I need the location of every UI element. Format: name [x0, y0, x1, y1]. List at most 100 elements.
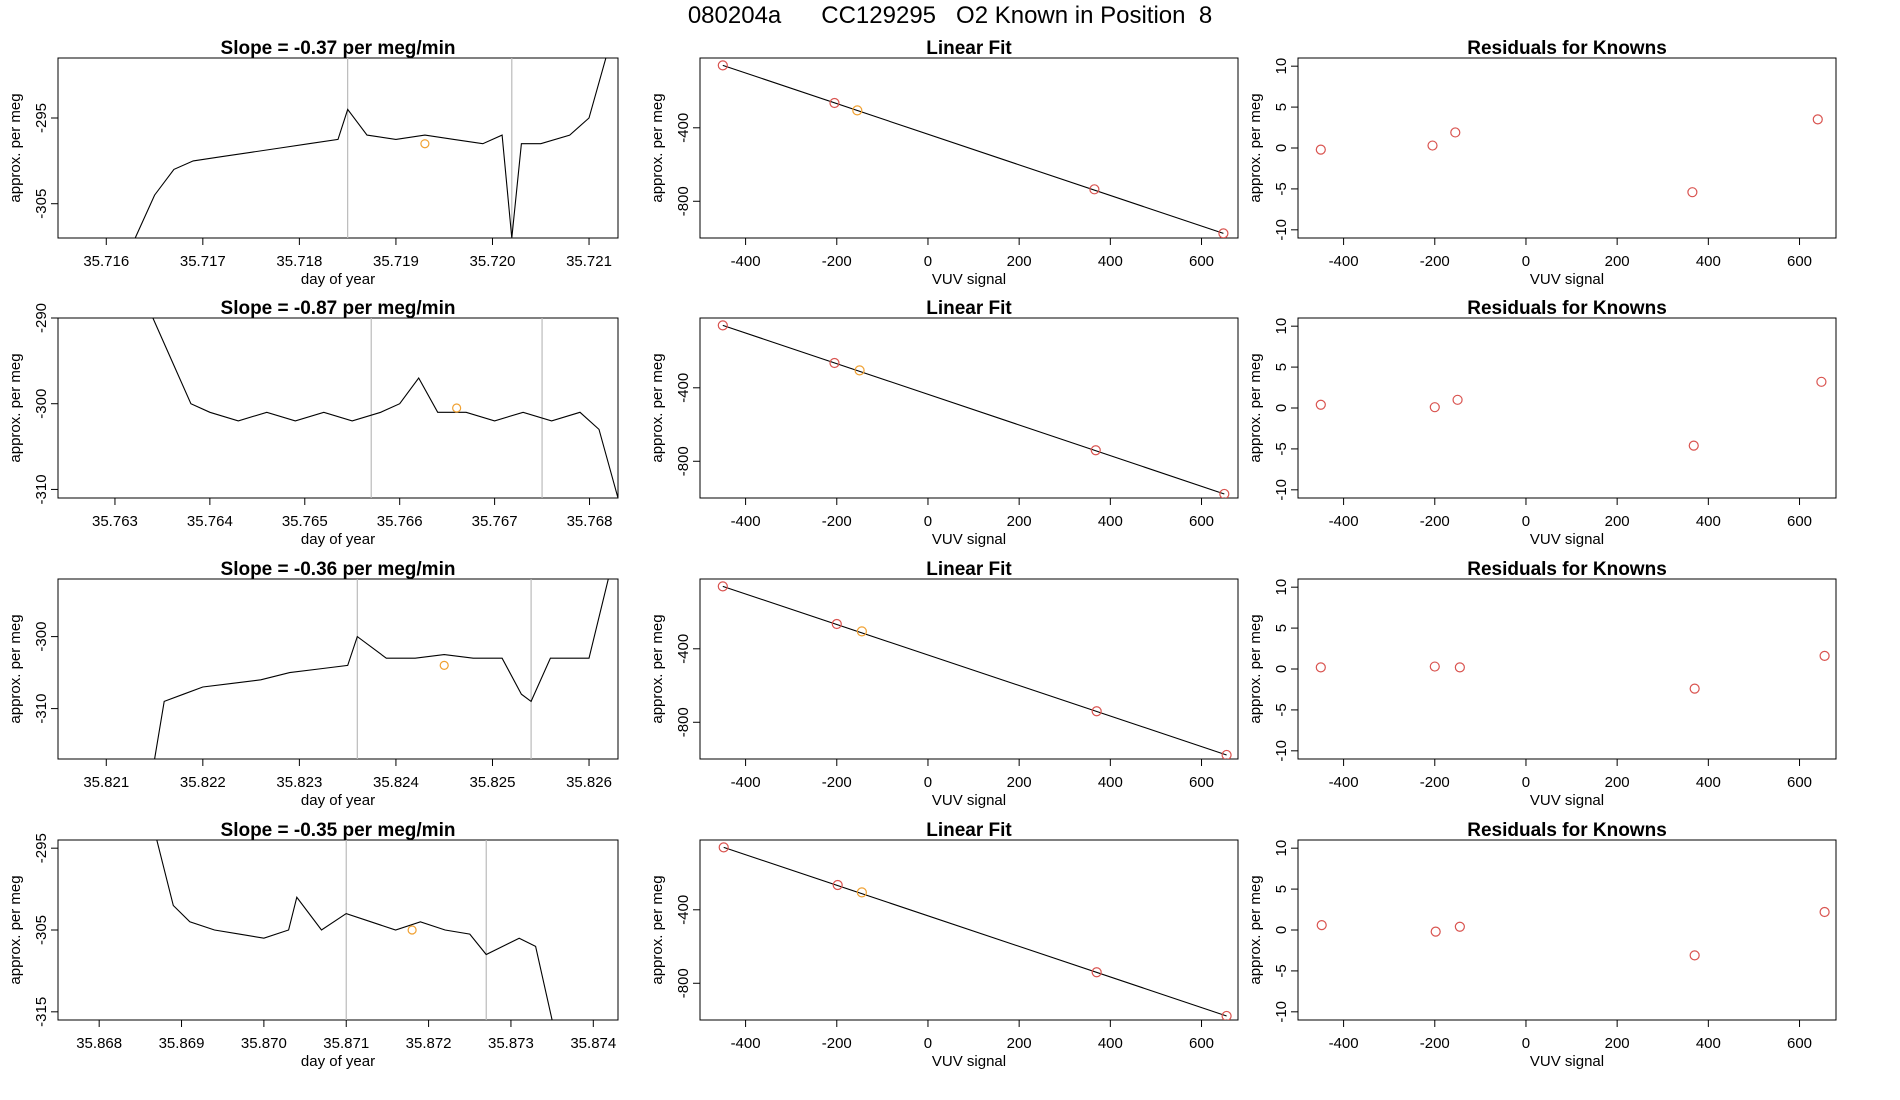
x-tick-label: 35.716 — [83, 253, 129, 270]
plot-frame — [1297, 57, 1837, 239]
panel-title: Residuals for Knowns — [1467, 559, 1667, 580]
x-tick-label: 600 — [1189, 774, 1214, 791]
data-point — [1450, 127, 1461, 138]
x-tick-label: 35.719 — [373, 253, 419, 270]
x-tick-label: 400 — [1696, 253, 1721, 270]
plot-area — [1315, 376, 1827, 451]
y-axis-label: approx. per meg — [7, 93, 24, 202]
y-tick-label: -10 — [1273, 1001, 1290, 1023]
y-tick-label: 10 — [1273, 58, 1290, 75]
y-tick-label: 10 — [1273, 840, 1290, 857]
x-tick-label: 35.826 — [566, 774, 612, 791]
data-point — [1221, 749, 1232, 759]
x-tick-label: 400 — [1098, 513, 1123, 530]
x-tick-label: 200 — [1007, 774, 1032, 791]
y-axis-label: approx. per meg — [1247, 875, 1264, 984]
x-tick-label: 35.717 — [180, 253, 226, 270]
data-point — [1452, 394, 1463, 405]
panel-title: Linear Fit — [926, 38, 1012, 59]
x-tick-label: 35.873 — [488, 1035, 534, 1052]
x-tick-label: -200 — [1420, 253, 1450, 270]
y-axis-label: approx. per meg — [649, 353, 666, 462]
x-tick-label: 35.821 — [83, 774, 129, 791]
x-axis-label: VUV signal — [1530, 531, 1604, 548]
x-tick-label: 35.768 — [567, 513, 613, 530]
x-tick-label: -200 — [822, 774, 852, 791]
x-tick-label: 35.766 — [377, 513, 423, 530]
panel-1-3: Residuals for Knowns -400 -200 0 200 400 600 10… — [1247, 38, 1837, 288]
x-tick-label: -400 — [731, 513, 761, 530]
y-tick-label: -10 — [1273, 219, 1290, 241]
data-point — [829, 357, 840, 369]
panel-1-2: Linear Fit -400 -200 0 200 400 600 -400 -800 VUV … — [649, 38, 1239, 288]
y-tick-label: -800 — [675, 707, 692, 737]
mean-marker — [407, 925, 417, 935]
panel-title: Residuals for Knowns — [1467, 820, 1667, 841]
x-tick-label: -400 — [731, 774, 761, 791]
x-tick-label: -200 — [1420, 513, 1450, 530]
x-tick-label: 35.765 — [282, 513, 328, 530]
x-tick-label: 35.872 — [406, 1035, 452, 1052]
x-tick-label: 35.763 — [92, 513, 138, 530]
x-tick-label: 200 — [1605, 1035, 1630, 1052]
y-tick-label: 0 — [1273, 926, 1290, 934]
x-axis-label: VUV signal — [1530, 271, 1604, 288]
panel-1-1: Slope = -0.37 per meg/min 35.716 35.717 35.… — [7, 38, 619, 288]
plot-frame — [57, 578, 619, 760]
x-tick-label: -400 — [1329, 1035, 1359, 1052]
x-tick-label: 35.822 — [180, 774, 226, 791]
data-point — [856, 887, 867, 898]
mean-marker — [439, 660, 449, 671]
x-axis-label: VUV signal — [932, 271, 1006, 288]
plot-area — [717, 581, 1232, 759]
panel-title: Residuals for Knowns — [1467, 298, 1667, 319]
data-point — [1430, 926, 1441, 937]
data-point — [1687, 187, 1698, 198]
panel-title: Linear Fit — [926, 820, 1012, 841]
mean-marker — [452, 403, 462, 413]
x-tick-label: 600 — [1189, 253, 1214, 270]
plot-area — [156, 840, 553, 1020]
plot-area — [134, 58, 607, 238]
x-tick-label: 35.720 — [470, 253, 516, 270]
data-point — [1315, 144, 1326, 155]
y-axis-label: approx. per meg — [1247, 614, 1264, 723]
data-point — [1089, 184, 1100, 195]
plot-area — [718, 842, 1232, 1020]
data-point — [1812, 114, 1823, 125]
y-axis-label: approx. per meg — [7, 353, 24, 462]
x-tick-label: 400 — [1098, 1035, 1123, 1052]
x-axis-label: VUV signal — [1530, 792, 1604, 809]
plot-frame — [699, 57, 1239, 239]
data-point — [854, 365, 865, 376]
y-axis-label: approx. per meg — [7, 875, 24, 984]
data-point — [829, 97, 840, 109]
y-tick-label: -800 — [675, 968, 692, 998]
panel-title: Linear Fit — [926, 298, 1012, 319]
y-tick-label: -315 — [33, 997, 50, 1027]
x-tick-label: 200 — [1605, 253, 1630, 270]
y-axis-label: approx. per meg — [649, 614, 666, 723]
y-tick-label: -800 — [675, 186, 692, 216]
x-tick-label: 200 — [1605, 513, 1630, 530]
plot-area — [717, 60, 1229, 238]
x-tick-label: 400 — [1696, 774, 1721, 791]
panel-3-2: Linear Fit -400 -200 0 200 400 600 -400 -800 VUV … — [649, 559, 1239, 809]
plot-frame — [1297, 839, 1837, 1021]
y-tick-label: -300 — [33, 389, 50, 419]
x-tick-label: 35.869 — [159, 1035, 205, 1052]
y-tick-label: 0 — [1273, 404, 1290, 412]
x-tick-label: 0 — [924, 1035, 932, 1052]
panel-title: Residuals for Knowns — [1467, 38, 1667, 59]
fit-line — [722, 585, 1227, 756]
x-tick-label: 0 — [1522, 253, 1530, 270]
x-tick-label: 35.767 — [472, 513, 518, 530]
data-point — [1427, 140, 1438, 151]
panel-2-2: Linear Fit -400 -200 0 200 400 600 -400 -800 VUV … — [649, 298, 1239, 548]
data-point — [1819, 650, 1830, 662]
plot-frame — [699, 578, 1239, 760]
panel-3-1: Slope = -0.36 per meg/min 35.821 35.822 35.… — [7, 559, 619, 809]
y-tick-label: -5 — [1273, 182, 1290, 195]
panel-title: Slope = -0.37 per meg/min — [221, 38, 456, 59]
